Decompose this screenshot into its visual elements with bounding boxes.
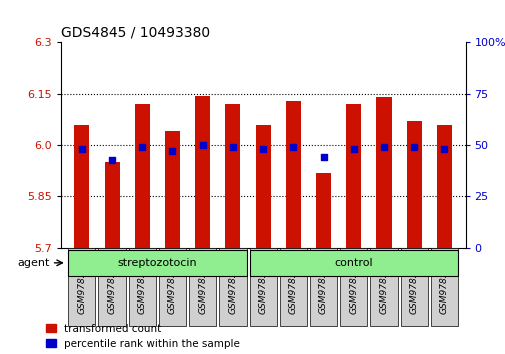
Bar <box>436 125 451 248</box>
Bar <box>68 250 246 276</box>
Bar <box>370 248 397 326</box>
Bar <box>249 248 276 326</box>
Bar <box>165 131 180 248</box>
Point <box>319 155 327 160</box>
Point <box>379 144 387 150</box>
Bar <box>400 248 427 326</box>
Point <box>410 144 418 150</box>
Text: GSM978538: GSM978538 <box>348 259 358 314</box>
Text: GDS4845 / 10493380: GDS4845 / 10493380 <box>61 26 210 40</box>
Text: GSM978536: GSM978536 <box>288 259 297 314</box>
Bar <box>189 248 216 326</box>
Bar <box>195 96 210 248</box>
Point <box>108 157 116 162</box>
Point <box>259 147 267 152</box>
Bar <box>406 121 421 248</box>
Point <box>138 144 146 150</box>
Text: streptozotocin: streptozotocin <box>117 258 197 268</box>
Bar <box>376 97 391 248</box>
Bar <box>255 125 270 248</box>
Point <box>168 148 176 154</box>
Text: GSM978537: GSM978537 <box>319 259 327 314</box>
Bar <box>315 172 330 248</box>
Bar <box>134 104 149 248</box>
Point <box>198 142 207 148</box>
Bar <box>68 248 95 326</box>
Text: GSM978544: GSM978544 <box>137 259 146 314</box>
Bar <box>249 250 457 276</box>
Legend: transformed count, percentile rank within the sample: transformed count, percentile rank withi… <box>45 324 240 349</box>
Bar <box>128 248 156 326</box>
Text: agent: agent <box>18 258 50 268</box>
Point <box>439 147 447 152</box>
Point <box>228 144 236 150</box>
Text: control: control <box>334 258 372 268</box>
Bar <box>345 104 361 248</box>
Text: GSM978540: GSM978540 <box>409 259 418 314</box>
Bar <box>285 101 300 248</box>
Text: GSM978535: GSM978535 <box>258 259 267 314</box>
Bar <box>279 248 307 326</box>
Bar <box>219 248 246 326</box>
Text: GSM978545: GSM978545 <box>168 259 177 314</box>
Text: GSM978542: GSM978542 <box>77 259 86 314</box>
Bar <box>225 104 240 248</box>
Point <box>349 147 357 152</box>
Bar <box>159 248 186 326</box>
Bar <box>430 248 457 326</box>
Bar <box>98 248 125 326</box>
Point <box>289 144 297 150</box>
Text: GSM978541: GSM978541 <box>439 259 448 314</box>
Text: GSM978543: GSM978543 <box>108 259 116 314</box>
Bar <box>105 162 119 248</box>
Bar <box>74 125 89 248</box>
Text: GSM978547: GSM978547 <box>228 259 237 314</box>
Bar <box>339 248 367 326</box>
Bar <box>310 248 336 326</box>
Text: GSM978539: GSM978539 <box>379 259 388 314</box>
Point <box>78 147 86 152</box>
Text: GSM978546: GSM978546 <box>198 259 207 314</box>
